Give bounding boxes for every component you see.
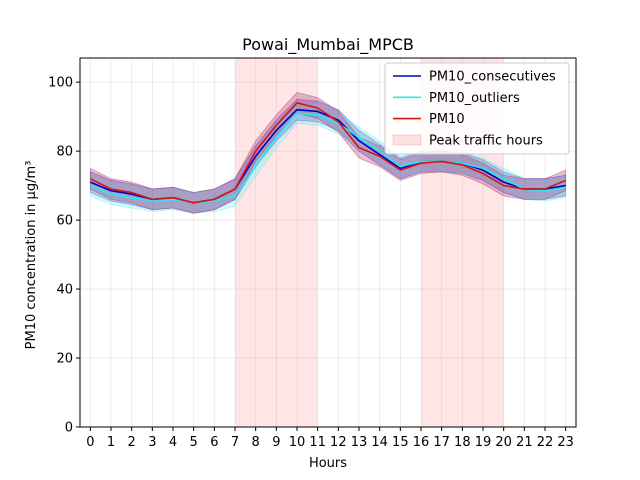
x-axis-title: Hours — [309, 456, 347, 471]
chart-title: Powai_Mumbai_MPCB — [242, 35, 414, 55]
x-tick-label-13: 13 — [351, 435, 368, 450]
y-axis-title: PM10 concentration in µg/m³ — [24, 161, 39, 350]
plot-frame — [79, 57, 577, 428]
legend-label-pm10: PM10 — [429, 112, 465, 127]
x-tick-label-7: 7 — [231, 435, 239, 450]
series-lines — [89, 102, 566, 204]
x-tick-label-21: 21 — [516, 435, 533, 450]
x-tick-label-23: 23 — [557, 435, 574, 450]
y-tick-label-2: 40 — [56, 283, 73, 298]
x-tick-label-15: 15 — [392, 435, 409, 450]
y-tick-label-3: 60 — [56, 214, 73, 229]
y-tick-label-5: 100 — [48, 76, 73, 91]
legend-box — [384, 62, 570, 155]
x-tick-label-22: 22 — [537, 435, 554, 450]
x-tick-label-0: 0 — [86, 435, 94, 450]
legend-label-pm10-consecutives: PM10_consecutives — [429, 70, 556, 85]
x-axis-ticks: 0 1 2 3 4 5 6 7 8 9 10 11 12 13 14 15 16 17 18 19 20 21 22 23 — [86, 427, 574, 450]
legend: PM10_consecutives PM10_outliers PM10 Peak t… — [384, 62, 570, 155]
y-axis-ticks: 0 20 40 60 80 100 — [48, 76, 80, 436]
x-tick-label-2: 2 — [128, 435, 136, 450]
axes-frame — [79, 57, 577, 428]
line-pm10 — [89, 102, 566, 204]
x-tick-label-4: 4 — [169, 435, 177, 450]
x-tick-label-14: 14 — [371, 435, 388, 450]
x-tick-label-16: 16 — [413, 435, 430, 450]
x-tick-label-3: 3 — [148, 435, 156, 450]
y-tick-label-1: 20 — [56, 352, 73, 367]
x-tick-label-12: 12 — [330, 435, 347, 450]
line-pm10-outliers — [90, 112, 566, 204]
x-tick-label-10: 10 — [289, 435, 306, 450]
x-tick-label-1: 1 — [107, 435, 115, 450]
x-tick-label-17: 17 — [433, 435, 450, 450]
x-tick-label-9: 9 — [272, 435, 280, 450]
x-tick-label-5: 5 — [190, 435, 198, 450]
peak-region-0 — [235, 58, 318, 427]
y-tick-label-4: 80 — [56, 145, 73, 160]
legend-label-pm10-outliers: PM10_outliers — [429, 91, 520, 106]
y-tick-label-0: 0 — [65, 421, 73, 436]
confidence-bands — [89, 92, 567, 214]
band-pm10-consecutives — [89, 98, 567, 214]
x-tick-label-18: 18 — [454, 435, 471, 450]
x-tick-label-20: 20 — [495, 435, 512, 450]
band-pm10 — [89, 92, 567, 214]
x-tick-label-8: 8 — [252, 435, 260, 450]
x-tick-label-6: 6 — [210, 435, 218, 450]
legend-label-peak-traffic-hours: Peak traffic hours — [429, 133, 543, 148]
x-tick-label-11: 11 — [309, 435, 326, 450]
x-tick-label-19: 19 — [475, 435, 492, 450]
legend-swatch-peak-traffic-hours — [392, 134, 422, 146]
